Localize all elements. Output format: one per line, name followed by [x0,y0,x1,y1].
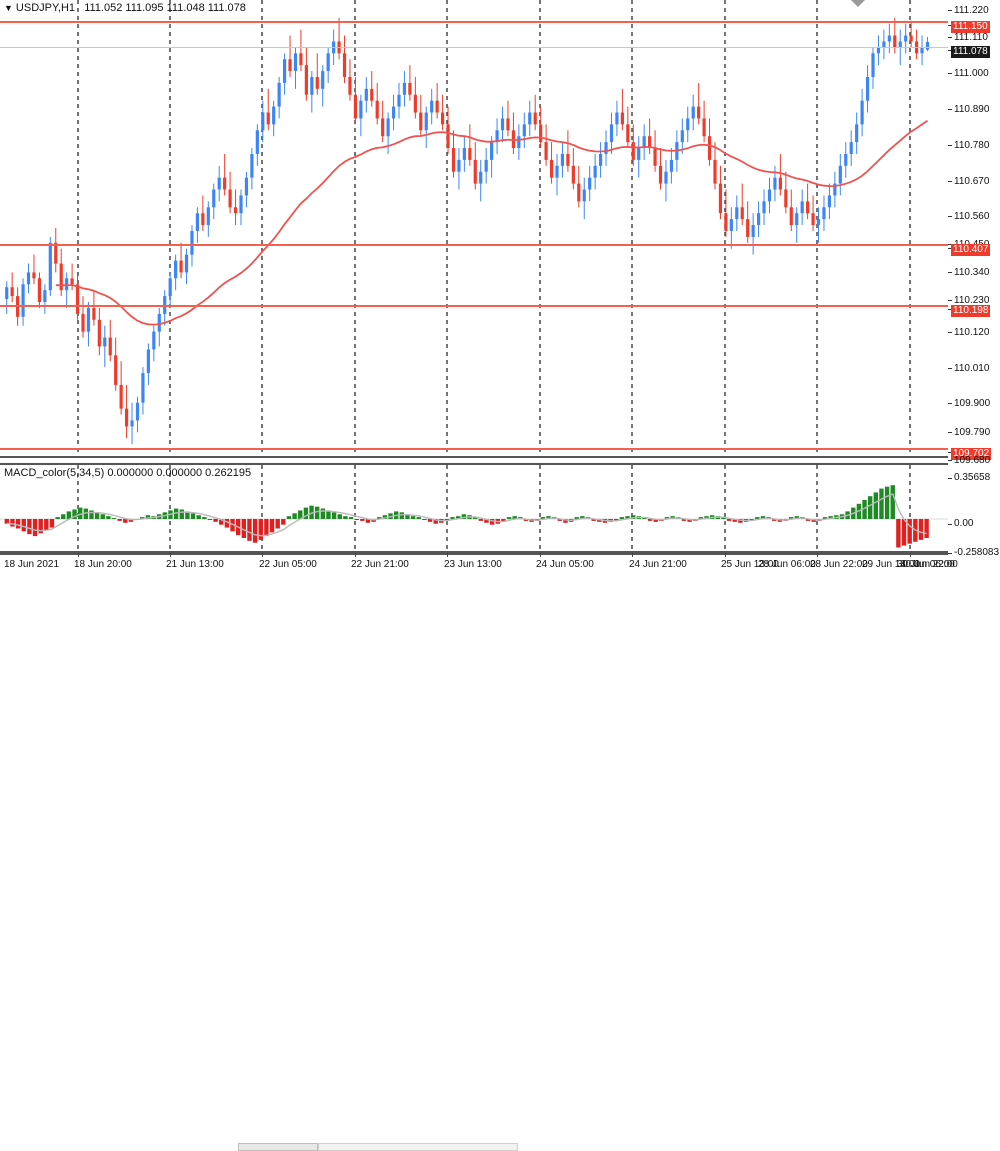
axis-tick [948,300,952,301]
axis-tick [948,50,952,51]
scrollbar-thumb-left[interactable] [238,1143,318,1151]
time-axis-label: 30 Jun 22:00 [900,559,958,570]
price-axis-label: 110.230 [954,295,990,306]
time-axis-tick [632,553,633,557]
axis-tick [948,216,952,217]
chart-top-marker-icon [851,0,865,7]
time-axis-label: 22 Jun 05:00 [259,559,317,570]
time-axis-label: 30 Jun 06:00 [897,559,955,570]
time-axis-label: 23 Jun 13:00 [444,559,502,570]
macd-pane-top-border [0,463,948,465]
chart-header: ▼ USDJPY,H1 111.052 111.095 111.048 111.0… [4,2,246,14]
time-axis-label: 24 Jun 21:00 [629,559,687,570]
macd-header: MACD_color(5,34,5) 0.000000 0.000000 0.2… [4,467,251,479]
time-axis-tick [262,553,263,557]
price-level-111-15[interactable] [0,21,948,23]
time-axis-label: 18 Jun 2021 [4,559,60,570]
price-axis-label: 110.780 [954,140,990,151]
axis-tick [948,272,952,273]
time-axis-tick [355,553,356,557]
axis-tick [948,460,952,461]
price-axis-label[interactable]: 109.702 [951,448,992,460]
triangle-down-icon[interactable]: ▼ [4,3,13,13]
axis-tick [948,10,952,11]
ohlc-values: 111.052 111.095 111.048 111.078 [84,2,246,14]
time-axis-label: 21 Jun 13:00 [166,559,224,570]
axis-tick [948,403,952,404]
axis-tick [948,432,952,433]
axis-tick [948,73,952,74]
time-axis-tick [170,553,171,557]
price-axis-label: 110.670 [954,176,990,187]
price-level-110-198[interactable] [0,305,948,307]
price-axis-label: 109.900 [954,398,991,409]
axis-tick [948,37,952,38]
horizontal-scrollbar[interactable] [0,571,1000,1151]
time-axis-label: 24 Jun 05:00 [536,559,594,570]
axis-tick [948,368,952,369]
axis-tick [948,25,952,26]
price-axis-label[interactable]: 110.407 [951,244,991,256]
time-axis-tick [447,553,448,557]
time-axis-label: 18 Jun 20:00 [74,559,132,570]
price-chart-pane[interactable] [0,0,948,456]
price-axis-label: 110.560 [954,211,990,222]
price-axis-label: 110.890 [954,104,990,115]
axis-tick [948,248,952,249]
symbol-label: USDJPY,H1 [15,2,76,14]
moving-average-line [55,119,929,326]
time-axis-tick [817,553,818,557]
macd-pane-bottom-border [0,551,948,553]
scrollbar-thumb-right[interactable] [318,1143,518,1151]
price-axis-label: 110.010 [954,363,990,374]
price-level-110-407[interactable] [0,244,948,246]
axis-tick [948,244,952,245]
price-axis-label: 109.680 [954,455,991,466]
price-axis-label: 111.000 [954,68,989,79]
macd-axis-label: -0.258083 [954,547,1000,558]
axis-tick [948,524,952,525]
time-axis-tick [910,553,911,557]
time-axis-label: 22 Jun 21:00 [351,559,409,570]
macd-axis-label: 0.00 [954,518,974,529]
price-level-109-702[interactable] [0,448,948,450]
time-axis-label: 28 Jun 06:00 [758,559,816,570]
price-axis[interactable]: 111.220 111.150 111.110 111.078 111.000 110.8… [948,0,1000,558]
price-axis-label[interactable]: 111.078 [951,46,990,58]
axis-tick [948,109,952,110]
price-axis-label: 109.790 [954,427,991,438]
time-axis-tick [540,553,541,557]
time-axis-label: 25 Jun 13:00 [721,559,779,570]
time-axis-tick [78,553,79,557]
price-gridlines [77,0,911,456]
time-axis-label: 29 Jun 14:00 [862,559,920,570]
axis-tick [948,309,952,310]
price-axis-label: 110.120 [954,327,990,338]
price-axis-label[interactable]: 110.198 [951,305,991,317]
price-axis-label: 111.110 [954,32,988,43]
price-pane-bottom-border [0,456,948,458]
axis-tick [948,145,952,146]
axis-tick [948,332,952,333]
price-level-111-078[interactable] [0,47,948,48]
time-axis-line [0,553,948,555]
price-axis-label[interactable]: 111.150 [951,21,990,33]
axis-tick [948,452,952,453]
axis-tick [948,553,952,554]
candlestick-series [5,17,930,445]
price-axis-label: 111.220 [954,5,989,16]
macd-axis-label: 0.35658 [954,472,991,483]
time-axis-label: 28 Jun 22:00 [810,559,868,570]
time-axis-tick [725,553,726,557]
axis-tick [948,478,952,479]
axis-tick [948,181,952,182]
price-axis-label: 110.340 [954,267,990,278]
macd-label: MACD_color(5,34,5) 0.000000 0.000000 0.2… [4,467,252,479]
